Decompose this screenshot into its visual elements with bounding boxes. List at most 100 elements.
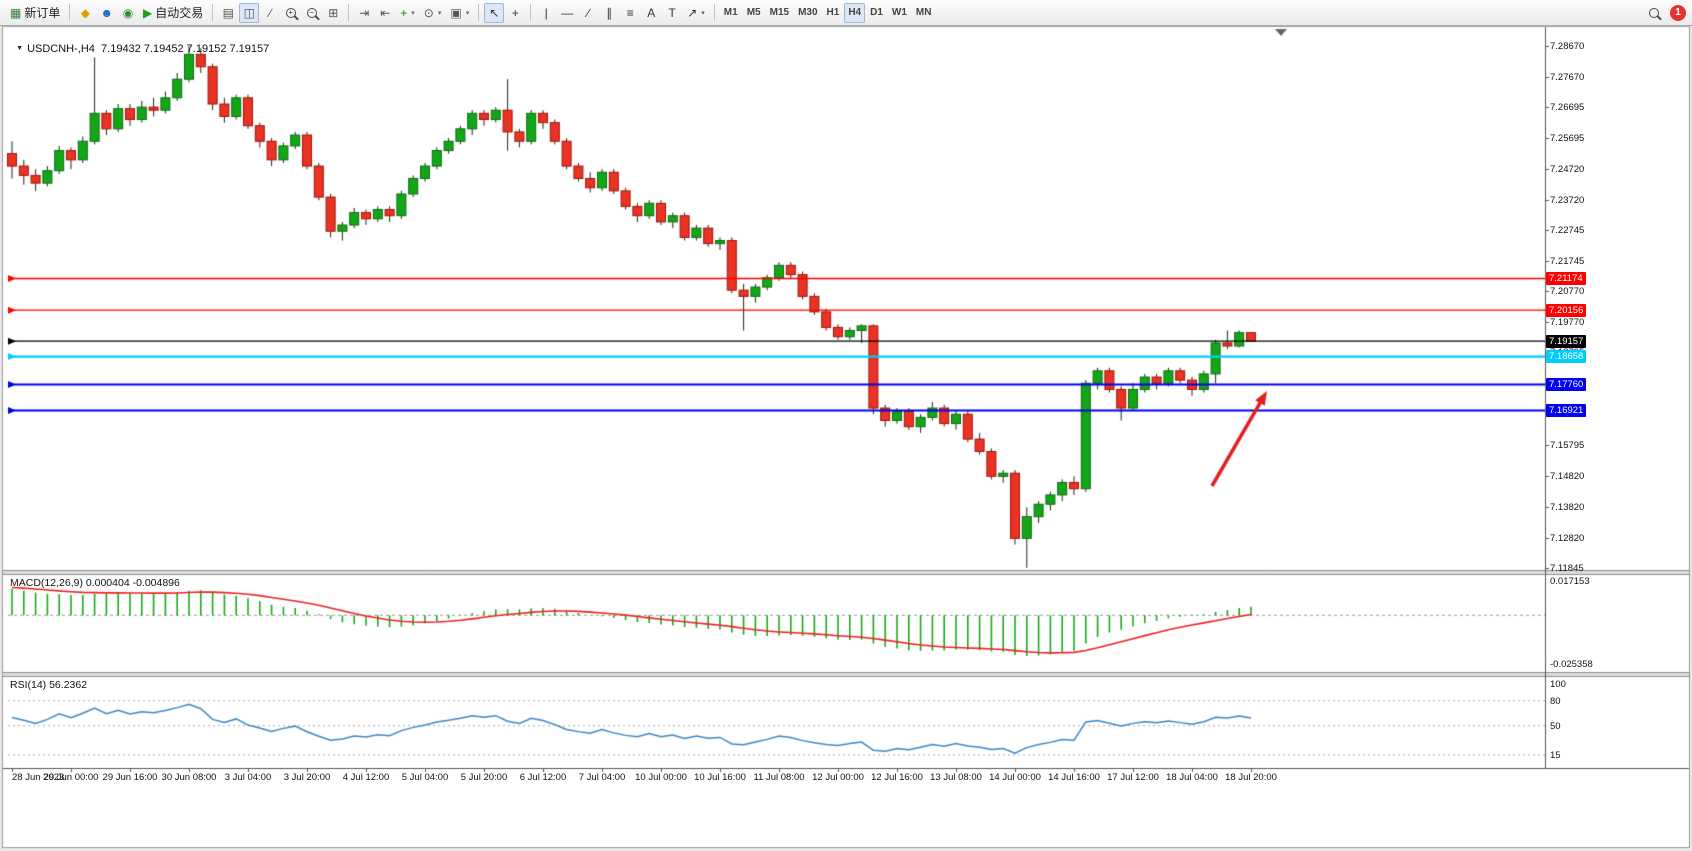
timeframe-h4-button[interactable]: H4: [844, 2, 866, 23]
current-price-tag: 7.19157: [1546, 334, 1587, 348]
price-axis-label: 7.11845: [1550, 563, 1584, 574]
dropdown-caret-icon: ▾: [465, 9, 470, 17]
price-axis-label: 7.25695: [1550, 133, 1585, 145]
zoom-in-button[interactable]: +: [281, 3, 301, 23]
price-axis-label: 7.24720: [1550, 163, 1585, 175]
chart-bars-icon: ▤: [222, 5, 234, 20]
tile-windows-button[interactable]: ⊞: [323, 3, 343, 23]
arrows-button[interactable]: ↗ ▾: [683, 3, 709, 23]
rsi-axis-label: 15: [1550, 750, 1561, 761]
community-icon: ☻: [100, 5, 113, 20]
rsi-axis-label: 50: [1550, 720, 1561, 732]
timeframe-m5-button[interactable]: M5: [746, 7, 761, 18]
notifications-badge[interactable]: 1: [1670, 4, 1686, 21]
timeframe-m1-button[interactable]: M1: [723, 7, 738, 18]
vertical-line-button[interactable]: |: [536, 3, 556, 23]
trendline-button[interactable]: ∕: [578, 3, 598, 23]
time-axis-label: 4 Jul 12:00: [342, 772, 390, 783]
timeframe-m30-button[interactable]: M30: [798, 7, 818, 18]
label-button[interactable]: T: [662, 3, 682, 23]
horizontal-line-button[interactable]: —: [557, 3, 577, 23]
time-axis-label: 3 Jul 20:00: [283, 772, 331, 783]
templates-icon: ▣: [450, 5, 462, 20]
label-icon: T: [668, 5, 676, 20]
time-axis-label: 10 Jul 00:00: [635, 772, 687, 783]
rsi-axis-label: 80: [1550, 695, 1561, 707]
macd-axis-label: -0.025358: [1550, 659, 1593, 670]
support-line-tag: 7.17760: [1546, 377, 1587, 391]
trendline-icon: ∕: [587, 5, 590, 20]
price-axis-label: 7.28670: [1550, 41, 1585, 52]
fibonacci-button[interactable]: ≡: [620, 3, 640, 23]
zoom-out-icon: −: [307, 7, 318, 18]
auto-scroll-button[interactable]: ⇥: [354, 3, 374, 23]
price-axis-label: 7.23720: [1550, 194, 1585, 206]
macd-axis-label: 0.017153: [1550, 576, 1590, 587]
auto-scroll-icon: ⇥: [359, 5, 370, 20]
community-button[interactable]: ☻: [96, 3, 117, 23]
new-order-button[interactable]: ▦ 新订单: [6, 3, 64, 23]
channel-button[interactable]: ∥: [599, 3, 619, 23]
time-axis-label: 11 Jul 08:00: [753, 772, 805, 783]
price-axis-label: 7.13820: [1550, 501, 1585, 513]
timeframe-d1-button[interactable]: D1: [870, 7, 883, 18]
time-axis-label: 30 Jun 08:00: [161, 772, 217, 783]
time-axis-label: 18 Jul 20:00: [1225, 772, 1277, 783]
rsi-axis-label: 100: [1550, 679, 1566, 690]
time-axis-label: 7 Jul 04:00: [578, 772, 626, 783]
dropdown-caret-icon: ▾: [411, 9, 415, 17]
time-axis-label: 6 Jul 12:00: [519, 772, 567, 783]
time-axis-label: 17 Jul 12:00: [1107, 772, 1159, 783]
time-axis-label: 29 Jun 16:00: [102, 772, 158, 783]
mql5-market-button[interactable]: ◆: [75, 3, 95, 23]
toolbar-divider: [530, 4, 532, 21]
price-axis-label: 7.14820: [1550, 470, 1585, 482]
time-axis-label: 12 Jul 00:00: [812, 772, 864, 783]
periods-button[interactable]: ⊙ ▾: [420, 3, 446, 23]
crosshair-icon: +: [511, 5, 519, 20]
dropdown-caret-icon: ▾: [437, 9, 442, 17]
time-axis-label: 12 Jul 16:00: [871, 772, 923, 783]
price-axis-label: 7.22745: [1550, 224, 1585, 236]
cursor-button[interactable]: ↖: [484, 2, 505, 23]
symbol-timeframe-label: USDCNH-,H4: [27, 43, 95, 55]
timeframe-m15-button[interactable]: M15: [769, 7, 790, 18]
chart-dropdown-icon[interactable]: ▼: [16, 45, 24, 52]
tile-windows-icon: ⊞: [328, 5, 339, 20]
toolbar-divider: [212, 4, 214, 21]
timeframe-h1-button[interactable]: H1: [826, 7, 840, 18]
time-axis-label: 3 Jul 04:00: [224, 772, 272, 783]
price-axis-label: 7.27670: [1550, 72, 1585, 84]
autotrade-button-label: 自动交易: [155, 6, 204, 20]
indicators-button[interactable]: + ▾: [396, 3, 419, 23]
new-order-button-label: 新订单: [24, 6, 61, 20]
horizontal-line-icon: —: [561, 5, 574, 20]
templates-button[interactable]: ▣ ▾: [446, 3, 473, 23]
zoom-out-button[interactable]: −: [302, 3, 322, 23]
support-line-tag: 7.18658: [1546, 350, 1587, 364]
chart-title: ▼ USDCNH-,H4 7.19432 7.19452 7.19152 7.19…: [10, 31, 269, 55]
toolbar: ▦ 新订单 ◆ ☻ ◉ ▶ 自动交易 ▤ ◫ ∕ + − ⊞ ⇥ ⇤ + ▾ ⊙ ▾ ▣ ▾ ↖ + | — ∕ ∥ ≡ A T ↗ ▾ M1 M…: [0, 0, 1692, 26]
chart-candles-button[interactable]: ◫: [239, 2, 260, 23]
indicators-icon: +: [400, 5, 408, 20]
text-button[interactable]: A: [641, 3, 661, 23]
periods-icon: ⊙: [423, 5, 434, 20]
rsi-indicator-label: RSI(14) 56.2362: [10, 679, 88, 691]
price-axis-label: 7.20770: [1550, 286, 1585, 298]
autotrade-button[interactable]: ▶ 自动交易: [139, 3, 207, 23]
support-button[interactable]: ◉: [118, 3, 138, 23]
chart-line-button[interactable]: ∕: [260, 3, 280, 23]
chart-line-icon: ∕: [269, 5, 272, 20]
chart-shift-button[interactable]: ⇤: [375, 3, 395, 23]
price-axis-label: 7.21745: [1550, 255, 1585, 267]
chart-bars-button[interactable]: ▤: [218, 3, 238, 23]
timeframe-mn-button[interactable]: MN: [915, 7, 932, 18]
support-line-tag: 7.16921: [1546, 404, 1587, 418]
search-button[interactable]: [1644, 3, 1664, 23]
timeframe-w1-button[interactable]: W1: [891, 7, 907, 18]
toolbar-divider: [713, 4, 715, 21]
dropdown-caret-icon: ▾: [701, 9, 705, 17]
chart-candles-icon: ◫: [243, 5, 255, 20]
crosshair-button[interactable]: +: [505, 3, 525, 23]
